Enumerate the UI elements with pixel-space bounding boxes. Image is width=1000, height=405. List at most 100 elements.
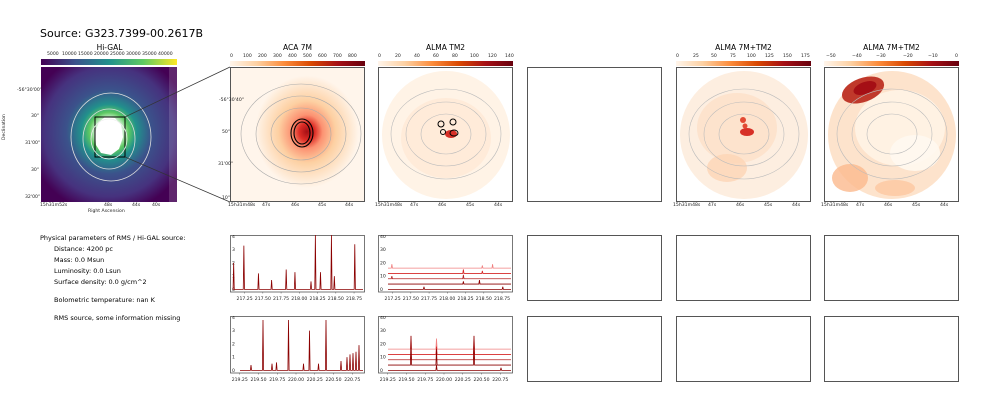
x-tick-label: 220.00 [288,377,304,382]
cbar-tick: 140 [505,54,514,59]
cbar-tick: 35000 [142,52,157,57]
ra-tick: 15h31m48s [228,203,256,208]
info-heading: Physical parameters of RMS / Hi-GAL sour… [40,234,186,242]
higal-colorbar [41,59,177,65]
cbar-tick: 60 [433,54,439,59]
x-tick-label: 219.50 [250,377,266,382]
y-tick-label: 30 [380,328,386,334]
cbar-tick: 5000 [47,52,59,57]
ra-tick: 45s [764,203,773,208]
ra-tick: 46s [884,203,893,208]
empty-spectrum-panel [676,316,811,382]
dec-tick: 32'00" [25,195,41,200]
dec-tick: 31'00" [25,141,41,146]
cbar-tick: 700 [333,54,342,59]
cbar-tick: 100 [470,54,479,59]
info-mass: Mass: 0.0 Msun [54,256,105,264]
ra-tick: 44s [940,203,949,208]
almatm2-image [378,67,513,202]
ra-tick: 46s [438,203,447,208]
info-note: RMS source, some information missing [54,314,181,322]
plot-frame [230,235,365,293]
ra-tick: 48s [104,203,113,208]
higal-colorbar-ticks: 5000 10000 15000 20000 25000 30000 35000… [41,52,177,58]
ra-tick: 46s [736,203,745,208]
cbar-tick: 75 [730,54,736,59]
info-bol-temp: Bolometric temperature: nan K [54,296,155,304]
cbar-tick: 25 [693,54,699,59]
cbar-tick: −10 [928,54,938,59]
cbar-tick: 800 [348,54,357,59]
spectrum-series-line [240,319,363,371]
cbar-tick: 40000 [158,52,173,57]
higal-title: Hi-GAL [96,43,123,52]
aca7m-colorbar [230,61,365,66]
x-tick-label: 220.75 [344,377,360,382]
ra-tick: 45s [466,203,475,208]
x-tick-label: 217.75 [421,296,437,301]
spectrum-plot: 217.25 217.50 217.75 218.00 218.25 218.50 218.… [378,235,513,301]
x-tick-label: 220.25 [307,377,323,382]
ra-tick: 47s [708,203,717,208]
cbar-tick: −50 [826,54,836,59]
ra-tick: 46s [291,203,300,208]
cbar-tick: 400 [288,54,297,59]
ra-tick: 44s [494,203,503,208]
info-surface-density: Surface density: 0.0 g/cm^2 [54,278,147,286]
cbar-tick: −30 [876,54,886,59]
combo1-colorbar-ticks: 0 25 50 75 100 125 150 175 [676,54,811,60]
y-tick-label: 2 [232,341,235,347]
almatm2-colorbar-ticks: 0 20 40 60 80 100 120 140 [378,54,514,60]
x-tick-label: 219.25 [232,377,248,382]
empty-spectrum-panel [824,235,959,301]
x-tick-label: 217.50 [255,296,271,301]
spectrum-series-line [232,235,363,290]
cbar-tick: 100 [747,54,756,59]
x-tick-label: 220.75 [492,377,508,382]
x-tick-label: 218.00 [291,296,307,301]
plot-frame [378,316,513,374]
x-tick-label: 220.25 [455,377,471,382]
x-tick-label: 218.75 [346,296,362,301]
dec-tick: 10" [222,196,230,201]
ra-tick: 15h31m48s [375,203,403,208]
ra-tick: 15h31m48s [673,203,701,208]
higal-xlabel: Right Ascension [88,209,125,214]
x-tick-label: 218.00 [439,296,455,301]
cbar-tick: 175 [801,54,810,59]
x-tick-label: 219.50 [398,377,414,382]
dec-tick: 31'00" [218,162,234,167]
ra-tick: 44s [792,203,801,208]
y-tick-label: 0 [380,368,383,374]
y-tick-label: 10 [380,355,386,361]
spectrum-series-line [388,280,511,285]
y-tick-label: 20 [380,260,386,266]
aca7m-title: ACA 7M [283,43,312,52]
cbar-tick: 0 [378,54,381,59]
x-tick-label: 217.75 [273,296,289,301]
dec-tick: 30" [31,114,39,119]
spectrum-plot: 219.25 219.50 219.75 220.00 220.25 220.50 220.… [378,316,513,382]
spectrum-series-line [388,365,511,371]
y-tick-label: 40 [380,235,386,240]
ra-tick: 45s [912,203,921,208]
cbar-tick: 25000 [110,52,125,57]
spectrum-series-line [388,286,511,290]
ra-tick: 15h31m52s [40,203,68,208]
ra-tick: 47s [262,203,271,208]
cbar-tick: 10000 [62,52,77,57]
x-tick-label: 220.00 [436,377,452,382]
spectrum-series-line [388,274,511,280]
y-tick-label: 10 [380,274,386,280]
empty-image-panel [527,67,662,202]
cbar-tick: 300 [273,54,282,59]
cbar-tick: 0 [230,54,233,59]
plot-frame [378,235,513,293]
x-tick-label: 218.50 [476,296,492,301]
cbar-tick: 0 [955,54,958,59]
x-tick-label: 218.75 [494,296,510,301]
dec-tick: -56°30'40" [219,98,244,103]
cbar-tick: 600 [318,54,327,59]
cbar-tick: 20 [395,54,401,59]
